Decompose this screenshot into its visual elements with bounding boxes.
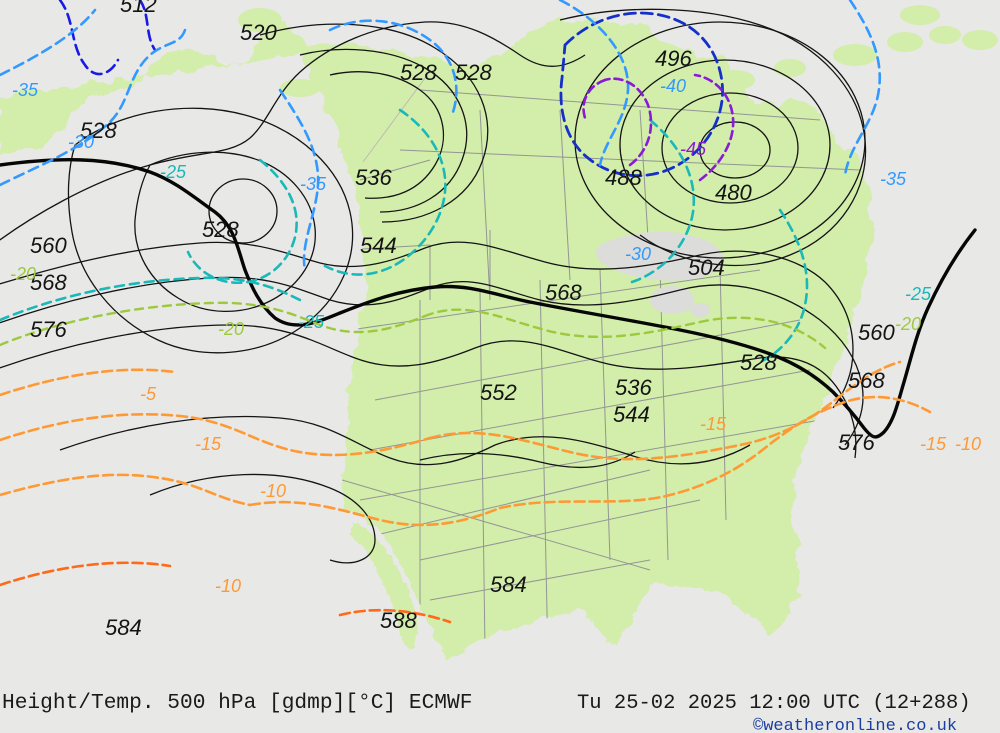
svg-text:528: 528 xyxy=(400,60,437,85)
svg-text:536: 536 xyxy=(615,375,652,400)
svg-text:480: 480 xyxy=(715,180,752,205)
svg-text:-15: -15 xyxy=(700,414,727,434)
svg-text:-40: -40 xyxy=(660,76,686,96)
svg-text:584: 584 xyxy=(490,572,527,597)
svg-text:496: 496 xyxy=(655,46,692,71)
svg-text:-10: -10 xyxy=(955,434,981,454)
svg-text:-10: -10 xyxy=(215,576,241,596)
svg-text:-20: -20 xyxy=(895,314,921,334)
svg-text:-30: -30 xyxy=(625,244,651,264)
svg-text:-30: -30 xyxy=(68,132,94,152)
svg-text:552: 552 xyxy=(480,380,517,405)
svg-text:-25: -25 xyxy=(905,284,932,304)
svg-text:520: 520 xyxy=(240,20,277,45)
svg-text:488: 488 xyxy=(605,165,642,190)
svg-text:-25: -25 xyxy=(298,312,325,332)
svg-text:528: 528 xyxy=(740,350,777,375)
svg-text:-15: -15 xyxy=(195,434,222,454)
svg-text:504: 504 xyxy=(688,255,725,280)
svg-text:536: 536 xyxy=(355,165,392,190)
svg-text:544: 544 xyxy=(360,233,397,258)
svg-text:-20: -20 xyxy=(218,319,244,339)
svg-text:576: 576 xyxy=(30,317,67,342)
svg-text:Height/Temp. 500 hPa [gdmp][°C: Height/Temp. 500 hPa [gdmp][°C] ECMWF xyxy=(2,691,472,715)
svg-text:528: 528 xyxy=(202,217,239,242)
svg-text:-45: -45 xyxy=(680,139,707,159)
svg-text:588: 588 xyxy=(380,608,417,633)
svg-text:-15: -15 xyxy=(920,434,947,454)
svg-text:560: 560 xyxy=(30,233,67,258)
svg-text:528: 528 xyxy=(455,60,492,85)
svg-text:568: 568 xyxy=(848,368,885,393)
svg-text:512: 512 xyxy=(120,0,157,17)
svg-text:©weatheronline.co.uk: ©weatheronline.co.uk xyxy=(753,717,957,733)
svg-text:-25: -25 xyxy=(160,162,187,182)
svg-text:-5: -5 xyxy=(140,384,157,404)
svg-text:-20: -20 xyxy=(10,264,36,284)
svg-text:-35: -35 xyxy=(12,80,39,100)
svg-text:-35: -35 xyxy=(880,169,907,189)
svg-text:-35: -35 xyxy=(300,174,327,194)
svg-text:Tu 25-02 2025 12:00 UTC (12+28: Tu 25-02 2025 12:00 UTC (12+288) xyxy=(577,692,971,715)
svg-text:560: 560 xyxy=(858,320,895,345)
svg-text:576: 576 xyxy=(838,430,875,455)
svg-text:568: 568 xyxy=(545,280,582,305)
svg-text:584: 584 xyxy=(105,615,142,640)
svg-text:-10: -10 xyxy=(260,481,286,501)
svg-text:544: 544 xyxy=(613,402,650,427)
